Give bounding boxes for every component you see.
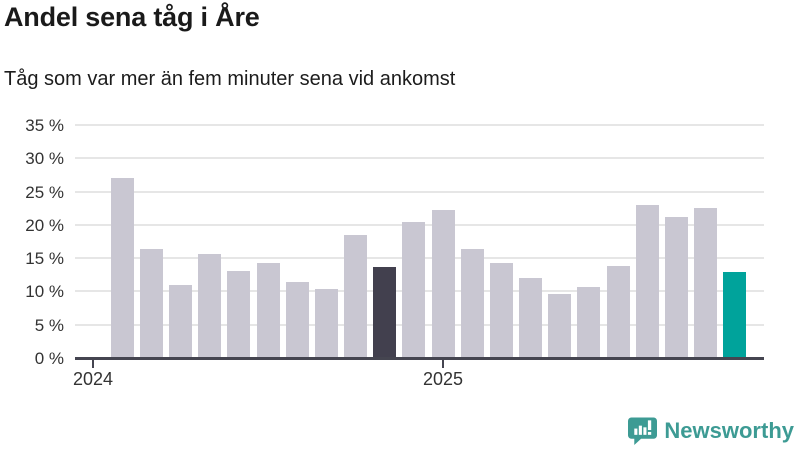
newsworthy-logo: Newsworthy [628, 415, 794, 446]
bar-2025-07 [606, 266, 630, 358]
bar-2025-06 [577, 286, 601, 358]
bar-2024-06 [227, 270, 251, 358]
y-axis-label-0: 0 % [34, 349, 64, 368]
bar-2025-11 [723, 272, 747, 358]
bar-2024-02 [110, 178, 134, 358]
bar-2025-04 [519, 278, 542, 358]
chart-title: Andel sena tåg i Åre [4, 2, 260, 32]
newsworthy-brand-text: Newsworthy [664, 417, 794, 443]
bar-2025-01 [431, 210, 455, 358]
y-axis-label-30: 30 % [25, 149, 64, 169]
y-axis-label-35: 35 % [25, 116, 64, 135]
newsworthy-speech-bubble-chart-icon [628, 417, 658, 445]
bar-2024-12 [402, 222, 426, 358]
bar-2025-09 [664, 216, 688, 358]
chart-subtitle: Tåg som var mer än fem minuter sena vid … [4, 68, 456, 90]
bar-2024-10 [344, 234, 367, 358]
gridline-30 [75, 157, 764, 160]
bar-2024-04 [169, 285, 192, 358]
x-axis-tick-2024 [92, 360, 94, 368]
bar-2025-03 [489, 262, 513, 358]
bar-2024-11 [373, 266, 397, 358]
x-axis-label-2024: 2024 [72, 369, 114, 389]
gridline-25 [75, 190, 764, 193]
y-axis-label-5: 5 % [34, 315, 64, 335]
bar-2025-10 [694, 207, 717, 358]
bar-2024-08 [285, 282, 309, 358]
bar-2025-08 [635, 204, 659, 358]
x-axis-label-2025: 2025 [422, 369, 464, 389]
y-axis-label-20: 20 % [25, 215, 64, 235]
bar-2024-03 [139, 248, 163, 358]
gridline-35 [75, 124, 764, 126]
x-axis-tick-2025 [442, 360, 444, 368]
bar-2025-05 [548, 294, 572, 358]
bar-2025-02 [460, 248, 484, 358]
y-axis-label-25: 25 % [25, 182, 64, 202]
bar-2024-07 [256, 262, 280, 358]
bar-2024-05 [198, 254, 222, 358]
bar-2024-09 [314, 289, 338, 358]
x-axis-line [75, 357, 764, 360]
y-axis-label-10: 10 % [25, 282, 64, 302]
y-axis-label-15: 15 % [25, 249, 64, 269]
